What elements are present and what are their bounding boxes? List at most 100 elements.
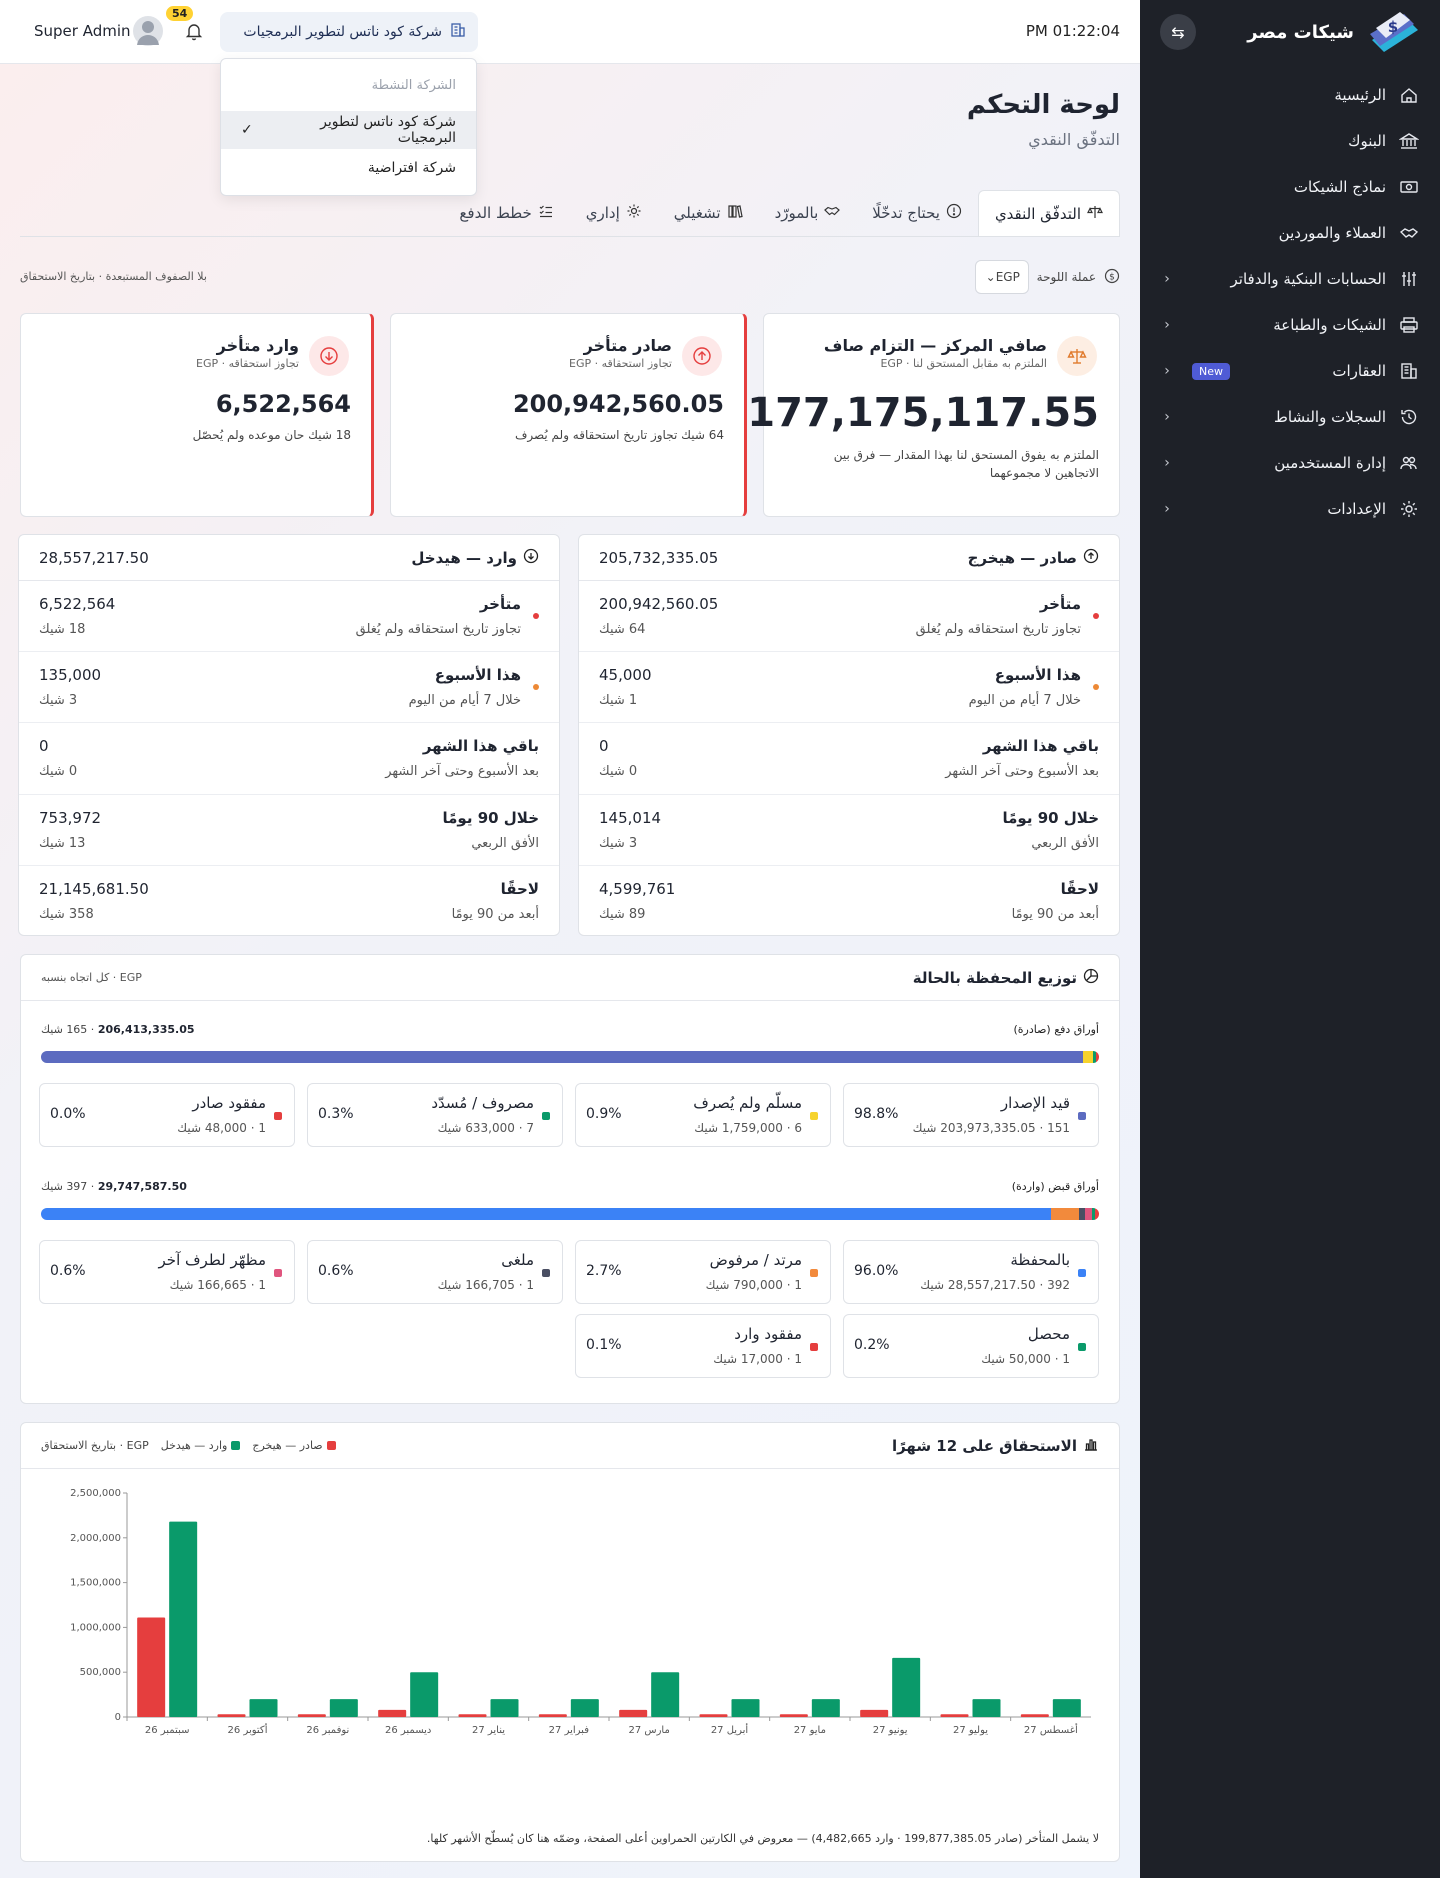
dropdown-title: الشركة النشطة <box>371 77 456 93</box>
status-card[interactable]: مرتد / مرفوض 1 · 790,000 شيك 2.7% <box>575 1240 831 1304</box>
tab-1[interactable]: يحتاج تدخّلًا <box>856 190 978 236</box>
dropdown-item-codenuts[interactable]: شركة كود ناتس لتطوير البرمجيات ✓ <box>221 111 476 149</box>
x-tick-label: مارس 27 <box>628 1725 669 1736</box>
x-tick-label: يوليو 27 <box>953 1725 988 1736</box>
sidebar-header: $ شيكات مصر ⇆ <box>1140 0 1440 64</box>
portfolio-distribution-panel: توزيع المحفظة بالحالة EGP · كل اتجاه بنس… <box>20 954 1120 1404</box>
chevron-left-icon: ‹ <box>1164 501 1170 517</box>
status-card[interactable]: مظهّر لطرف آخر 1 · 166,665 شيك 0.6% <box>39 1240 295 1304</box>
bucket-title: وارد — هيدخل <box>411 548 539 568</box>
sidebar-toggle-button[interactable]: ⇆ <box>1160 14 1196 50</box>
status-card[interactable]: ملغى 1 · 166,705 شيك 0.6% <box>307 1240 563 1304</box>
bucket-row[interactable]: متأخر تجاوز تاريخ استحقاقه ولم يُغلق 200,9… <box>579 581 1119 653</box>
company-name: شركة كود ناتس لتطوير البرمجيات <box>243 24 442 40</box>
bucket-count: 18 شيك <box>39 622 86 637</box>
currency-label: عملة اللوحة <box>1036 270 1096 284</box>
status-dot <box>533 684 539 691</box>
status-swatch <box>274 1269 282 1277</box>
panel-note: EGP · كل اتجاه بنسبه <box>41 971 142 984</box>
sidebar-item-2[interactable]: نماذج الشيكات <box>1140 164 1440 210</box>
bucket-total: 28,557,217.50 <box>39 548 149 567</box>
sidebar-item-6[interactable]: العقارات New ‹ <box>1140 348 1440 394</box>
bucket-count: 1 شيك <box>599 693 638 709</box>
bucket-row[interactable]: خلال 90 يومًا الأفق الربعي 145,014 3 شيك <box>579 795 1119 866</box>
status-card[interactable]: قيد الإصدار 151 · 203,973,335.05 شيك 98.8% <box>843 1083 1099 1147</box>
bucket-description: الأفق الربعي <box>1031 835 1099 851</box>
bucket-row[interactable]: هذا الأسبوع خلال 7 أيام من اليوم 45,000 1 ش… <box>579 652 1119 724</box>
panel-header: توزيع المحفظة بالحالة EGP · كل اتجاه بنس… <box>21 955 1119 1001</box>
tab-3[interactable]: تشغيلي <box>658 190 759 236</box>
status-card[interactable]: مفقود صادر 1 · 48,000 شيك 0.0% <box>39 1083 295 1147</box>
sidebar-item-9[interactable]: الإعدادات ‹ <box>1140 486 1440 532</box>
bucket-row[interactable]: لاحقًا أبعد من 90 يومًا 21,145,681.50 358 ش… <box>19 866 559 937</box>
bucket-row[interactable]: هذا الأسبوع خلال 7 أيام من اليوم 135,000 3 … <box>19 652 559 724</box>
check-icon: ✓ <box>241 122 253 138</box>
bucket-label: متأخر <box>479 595 521 613</box>
maturity-bar-chart: 2,500,000 2,000,000 1,500,000 1,000,000 500,… <box>70 1488 1091 1736</box>
bar-segment <box>1095 1208 1099 1220</box>
bar-outgoing <box>137 1617 166 1717</box>
tab-5[interactable]: خطط الدفع <box>443 190 569 236</box>
status-dot <box>1093 613 1099 619</box>
status-label: مسلّم ولم يُصرف <box>693 1094 802 1112</box>
bucket-row[interactable]: متأخر تجاوز تاريخ استحقاقه ولم يُغلق 6,522… <box>19 581 559 653</box>
x-tick-label: أكتوبر 26 <box>228 1723 268 1736</box>
bucket-row[interactable]: لاحقًا أبعد من 90 يومًا 4,599,761 89 شيك <box>579 866 1119 937</box>
y-tick-label: 2,000,000 <box>70 1533 121 1544</box>
bucket-total: 205,732,335.05 <box>599 548 719 567</box>
status-card[interactable]: مصروف / مُسدّد 7 · 633,000 شيك 0.3% <box>307 1083 563 1147</box>
dropdown-item-default[interactable]: شركة افتراضية <box>221 149 476 187</box>
bar-outgoing <box>297 1714 326 1717</box>
status-card[interactable]: مسلّم ولم يُصرف 6 · 1,759,000 شيك 0.9% <box>575 1083 831 1147</box>
x-tick-label: سبتمبر 26 <box>145 1725 190 1736</box>
currency-row: $ عملة اللوحة ⌄ EGP <box>974 260 1120 294</box>
gear-icon <box>1398 498 1420 520</box>
status-card[interactable]: محصل 1 · 50,000 شيك 0.2% <box>843 1314 1099 1378</box>
sidebar-item-0[interactable]: الرئيسية <box>1140 72 1440 118</box>
sidebar-item-8[interactable]: إدارة المستخدمين ‹ <box>1140 440 1440 486</box>
users-icon <box>1398 452 1420 474</box>
incoming-buckets-card: وارد — هيدخل 28,557,217.50 متأخر تجاوز تا… <box>18 534 560 936</box>
bar-incoming <box>169 1521 198 1717</box>
pie-chart-icon <box>1083 968 1099 988</box>
avatar[interactable] <box>133 16 163 46</box>
bucket-amount: 200,942,560.05 <box>599 595 719 613</box>
books-icon <box>727 203 743 223</box>
sidebar-item-1[interactable]: البنوك <box>1140 118 1440 164</box>
tab-0[interactable]: التدفّق النقدي <box>977 190 1120 236</box>
currency-select[interactable]: ⌄ EGP <box>974 260 1029 294</box>
tab-2[interactable]: بالمورّد <box>759 190 857 236</box>
sidebar-item-3[interactable]: العملاء والموردين <box>1140 210 1440 256</box>
panel-title: الاستحقاق على 12 شهرًا <box>892 1436 1099 1456</box>
bar-incoming <box>329 1699 358 1717</box>
company-switcher-button[interactable]: شركة كود ناتس لتطوير البرمجيات <box>220 12 478 52</box>
sidebar-item-5[interactable]: الشيكات والطباعة ‹ <box>1140 302 1440 348</box>
user-name[interactable]: Super Admin <box>34 22 131 40</box>
tab-4[interactable]: إداري <box>570 190 658 236</box>
sidebar-item-7[interactable]: السجلات والنشاط ‹ <box>1140 394 1440 440</box>
kpi-title: وارد متأخر <box>216 336 299 355</box>
bucket-amount: 753,972 <box>39 808 102 827</box>
bar-outgoing <box>1020 1714 1049 1717</box>
bar-outgoing <box>619 1709 648 1717</box>
notifications-bell-icon[interactable] <box>183 20 205 42</box>
status-card[interactable]: بالمحفظة 392 · 28,557,217.50 شيك 96.0% <box>843 1240 1099 1304</box>
bucket-rows: متأخر تجاوز تاريخ استحقاقه ولم يُغلق 200,9… <box>579 581 1119 937</box>
x-tick-label: أبريل 27 <box>711 1723 749 1736</box>
sidebar-item-label: العملاء والموردين <box>1278 224 1386 242</box>
status-detail: 1 · 166,705 شيك <box>437 1278 534 1292</box>
status-card[interactable]: مفقود وارد 1 · 17,000 شيك 0.1% <box>575 1314 831 1378</box>
panel-header: الاستحقاق على 12 شهرًا صادر — هيخرج وارد… <box>21 1423 1119 1469</box>
bucket-row[interactable]: باقي هذا الشهر بعد الأسبوع وحتى آخر الشهر… <box>579 723 1119 795</box>
sidebar-item-4[interactable]: الحسابات البنكية والدفاتر ‹ <box>1140 256 1440 302</box>
bucket-row[interactable]: باقي هذا الشهر بعد الأسبوع وحتى آخر الشهر… <box>19 723 559 795</box>
bar-outgoing <box>779 1714 808 1717</box>
chevron-left-icon: ‹ <box>1164 317 1170 333</box>
bucket-amount: 6,522,564 <box>39 595 116 613</box>
bucket-count: 0 شيك <box>39 764 78 780</box>
chevron-left-icon: ‹ <box>1164 271 1170 287</box>
bucket-row[interactable]: خلال 90 يومًا الأفق الربعي 753,972 13 شيك <box>19 795 559 866</box>
sidebar-menu: الرئيسية البنوك نماذج الشيكات العملاء والمو… <box>1140 72 1440 532</box>
sidebar-item-label: الحسابات البنكية والدفاتر <box>1230 270 1386 288</box>
sidebar-item-label: الشيكات والطباعة <box>1273 316 1386 334</box>
